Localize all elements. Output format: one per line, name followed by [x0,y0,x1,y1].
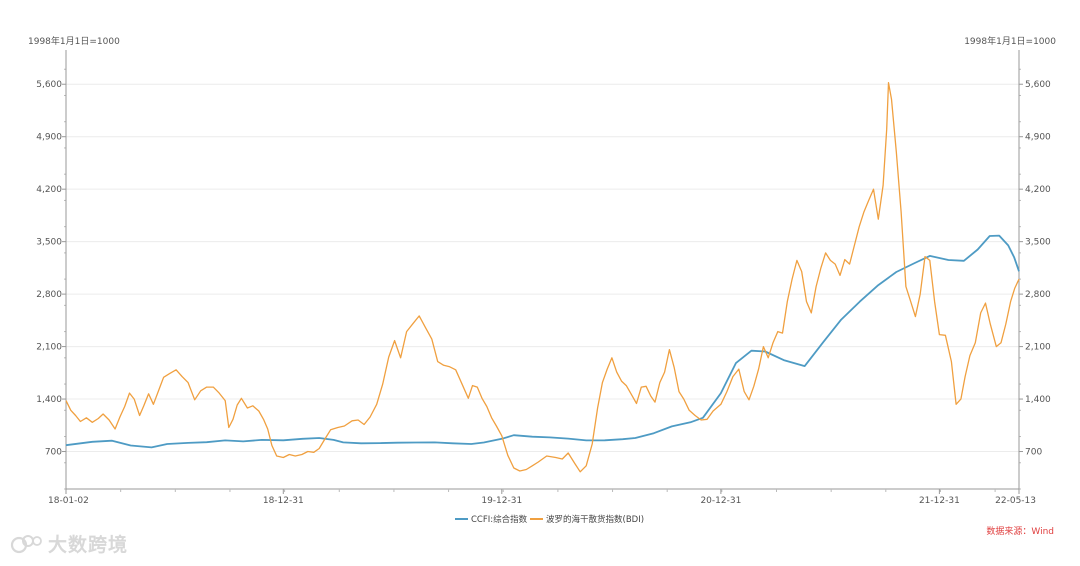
x-tick-label: 22-05-13 [995,496,1036,506]
watermark-logo-icon [10,534,42,553]
watermark-text: 大数跨境 [48,534,129,556]
right-y-tick-label: 2,100 [1025,343,1051,353]
series-line-ccfi [65,234,1020,449]
source-note: 数据来源：Wind [986,525,1054,537]
x-tick-label: 20-12-31 [700,496,741,506]
legend-label: CCFI:综合指数 [471,514,528,525]
left-axis-unit: 1998年1月1日=1000 [28,35,120,47]
right-y-tick-label: 4,900 [1025,133,1051,143]
right-axis-unit: 1998年1月1日=1000 [964,35,1056,47]
left-y-tick-label: 700 [45,448,62,458]
watermark: 大数跨境 [10,530,128,557]
left-y-tick-label: 4,900 [36,133,62,143]
right-y-tick-label: 3,500 [1025,238,1051,248]
left-y-tick-label: 3,500 [36,238,62,248]
left-y-tick-label: 2,100 [36,343,62,353]
plot-area [65,82,1020,473]
x-tick-label: 19-12-31 [481,496,522,506]
axes: 700 1,400 2,100 2,800 3,500 4,200 4,900 5,600 70… [28,35,1056,506]
legend-label: 波罗的海干散货指数(BDI) [546,514,644,525]
x-tick-label: 21-12-31 [919,496,960,506]
left-y-tick-label: 2,800 [36,290,62,300]
right-y-tick-label: 5,600 [1025,80,1051,90]
grid-lines [66,83,1019,453]
left-y-tick-label: 5,600 [36,80,62,90]
right-y-tick-label: 1,400 [1025,395,1051,405]
legend: CCFI:综合指数 波罗的海干散货指数(BDI) [455,514,644,525]
right-y-tick-label: 700 [1025,448,1042,458]
x-tick-label: 18-12-31 [263,496,304,506]
right-y-tick-label: 2,800 [1025,290,1051,300]
left-y-tick-label: 4,200 [36,185,62,195]
right-y-tick-label: 4,200 [1025,185,1051,195]
x-tick-label: 18-01-02 [48,496,89,506]
series-line-bdi [65,82,1020,473]
left-y-tick-label: 1,400 [36,395,62,405]
